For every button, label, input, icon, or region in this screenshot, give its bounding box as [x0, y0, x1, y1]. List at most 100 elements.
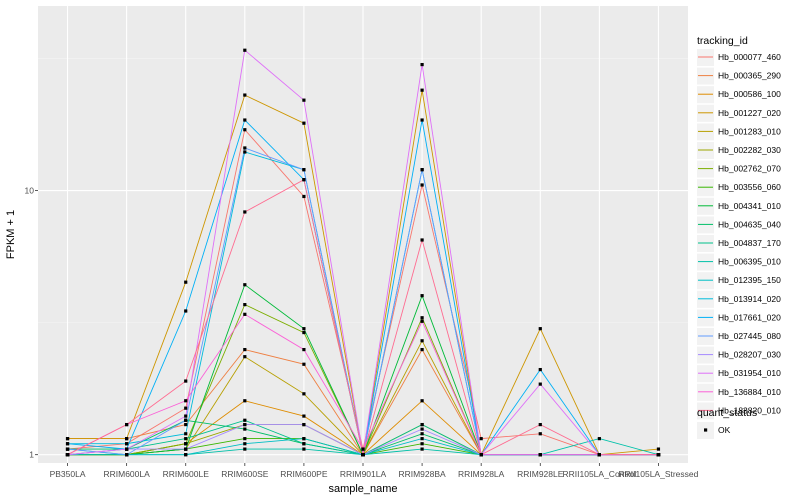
legend-label: Hb_003556_060 — [718, 182, 781, 192]
data-point — [184, 453, 188, 457]
legend-label: Hb_013914_020 — [718, 294, 781, 304]
data-point — [184, 309, 188, 313]
data-point — [420, 183, 424, 187]
data-point — [243, 210, 247, 214]
data-point — [184, 422, 188, 427]
x-axis-title: sample_name — [328, 483, 397, 495]
data-point — [65, 437, 70, 441]
legend-label: Hb_001227_020 — [718, 108, 781, 118]
data-point — [243, 150, 247, 154]
x-tick-label: RRIM901LA — [340, 469, 387, 479]
data-point — [243, 422, 247, 427]
data-point — [597, 437, 601, 441]
x-tick-label: PB350LA — [50, 469, 86, 479]
data-point — [420, 238, 424, 242]
data-point — [302, 442, 306, 446]
data-point — [597, 453, 601, 457]
legend-label: Hb_001283_010 — [718, 126, 781, 136]
data-point — [65, 442, 70, 446]
data-point — [243, 48, 247, 52]
data-point — [184, 432, 188, 436]
data-point — [420, 427, 424, 431]
y-axis-title: FPKM + 1 — [5, 210, 17, 259]
data-point — [302, 422, 306, 427]
legend-label: Hb_031954_010 — [718, 368, 781, 378]
legend-label: Hb_027445_080 — [718, 331, 781, 341]
data-point — [420, 168, 424, 172]
data-point — [302, 392, 306, 396]
x-tick-label: RRIM600LE — [163, 469, 210, 479]
shape-legend-marker — [704, 428, 708, 432]
data-point — [302, 330, 306, 335]
data-point — [420, 347, 424, 352]
y-tick-label: 10 — [25, 186, 35, 196]
x-tick-label: RRIM600SE — [221, 469, 269, 479]
legend-label: Hb_002762_070 — [718, 164, 781, 174]
data-point — [420, 88, 424, 92]
data-point — [420, 339, 424, 343]
data-point — [125, 442, 129, 446]
x-tick-label: RRII105LA_Control — [563, 469, 637, 479]
shape-legend-title: quant_status — [697, 407, 757, 419]
legend-label: Hb_012395_150 — [718, 275, 781, 285]
data-point — [420, 294, 424, 298]
data-point — [361, 453, 365, 457]
data-point — [538, 382, 542, 386]
legend-label: Hb_017661_020 — [718, 312, 781, 322]
data-point — [302, 437, 306, 441]
data-point — [302, 327, 306, 331]
legend-label: Hb_006395_010 — [718, 257, 781, 267]
y-tick-label: 1 — [29, 450, 34, 460]
data-point — [65, 447, 70, 451]
data-point — [243, 442, 247, 446]
legend-label: Hb_002282_030 — [718, 145, 781, 155]
data-point — [420, 62, 424, 67]
data-point — [479, 453, 483, 457]
data-point — [243, 427, 247, 431]
legend-label: Hb_004635_040 — [718, 219, 781, 229]
x-tick-label: RRIM600PE — [280, 469, 328, 479]
data-point — [243, 312, 247, 316]
data-point — [420, 422, 424, 427]
data-point — [302, 447, 306, 451]
data-point — [302, 347, 306, 352]
data-point — [184, 418, 188, 422]
legend-title: tracking_id — [697, 35, 748, 47]
legend-label: Hb_183820_010 — [718, 405, 781, 415]
data-point — [184, 399, 188, 403]
data-point — [243, 128, 247, 132]
data-point — [243, 418, 247, 422]
data-point — [420, 437, 424, 441]
shape-legend-label: OK — [718, 425, 731, 435]
data-point — [302, 178, 306, 182]
data-point — [656, 453, 661, 457]
data-point — [361, 447, 365, 451]
x-tick-label: RRIM928BA — [398, 469, 446, 479]
legend-label: Hb_000077_460 — [718, 52, 781, 62]
data-point — [302, 168, 306, 172]
data-point — [184, 437, 188, 441]
data-point — [125, 422, 129, 427]
data-point — [538, 453, 542, 457]
legend-label: Hb_000365_290 — [718, 71, 781, 81]
data-point — [243, 355, 247, 359]
data-point — [420, 447, 424, 451]
x-tick-label: RRII105LA_Stressed — [619, 469, 699, 479]
data-point — [420, 432, 424, 436]
data-point — [243, 437, 247, 441]
data-point — [125, 453, 129, 457]
data-point — [243, 399, 247, 403]
data-point — [65, 453, 70, 457]
data-point — [184, 406, 188, 410]
data-point — [184, 442, 188, 446]
data-point — [184, 280, 188, 284]
data-point — [184, 447, 188, 451]
data-point — [243, 118, 247, 122]
data-point — [243, 303, 247, 307]
data-point — [184, 414, 188, 418]
x-tick-label: RRIM928LA — [458, 469, 505, 479]
data-point — [420, 118, 424, 122]
data-point — [302, 98, 306, 102]
data-point — [538, 422, 542, 427]
